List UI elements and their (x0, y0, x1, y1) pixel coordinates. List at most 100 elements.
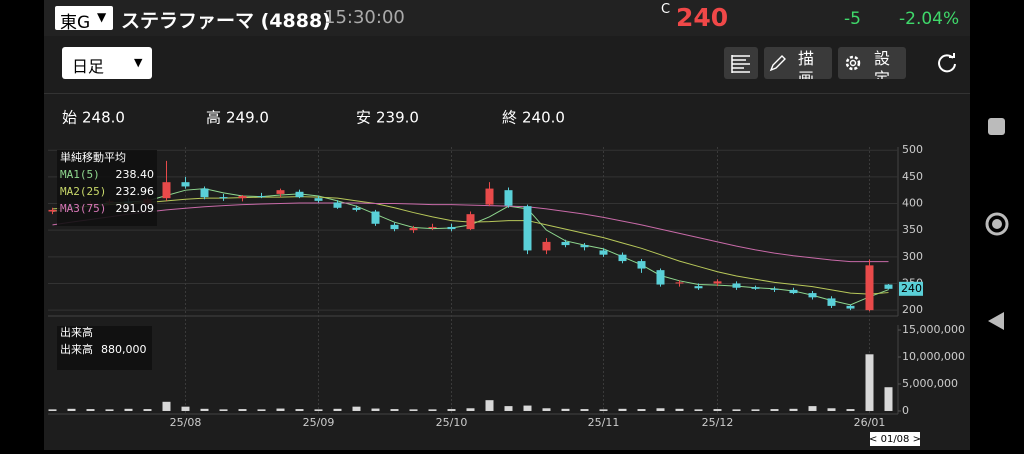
market-select[interactable]: 東G ▼ (55, 6, 113, 33)
volume-bar (333, 408, 342, 411)
list-button[interactable] (724, 47, 758, 79)
header-bar (44, 0, 970, 36)
nav-bar (970, 0, 1024, 450)
gear-icon (845, 55, 861, 71)
volume-bar (181, 406, 190, 411)
candle-body (637, 261, 646, 269)
home-button[interactable] (985, 212, 1009, 236)
volume-bar (105, 409, 114, 411)
volume-bar (846, 409, 855, 411)
app: 東G ▼ ステラファーマ (4888) 15:30:00 C 240 -5 -2… (44, 0, 970, 450)
candle-body (333, 202, 342, 208)
market: 東G (60, 13, 91, 33)
home-dot (992, 219, 1002, 229)
ma-value: 238.40 (116, 168, 155, 181)
dropdown-arrow: ▼ (134, 56, 143, 69)
period-select[interactable]: 日足 ▼ (62, 47, 152, 79)
candle-body (732, 283, 741, 288)
ma-name: MA1(5) (60, 168, 100, 181)
candle-body (447, 226, 456, 230)
candle-body (409, 228, 418, 231)
candle-body (884, 284, 893, 289)
volume-bar (827, 408, 836, 411)
y-tick-label: 5,000,000 (902, 377, 958, 390)
volume-bar (504, 406, 513, 411)
candle-body (656, 270, 665, 285)
volume-bar (789, 408, 798, 411)
candle-body (295, 191, 304, 198)
volume-bar (884, 387, 893, 411)
volume-bar (713, 409, 722, 411)
volume-bar (485, 400, 494, 411)
y-tick-label: 200 (902, 303, 923, 316)
volume-name: 出来高 (60, 342, 93, 356)
ma-line (52, 202, 889, 263)
candle-body (162, 182, 171, 199)
candle-body (713, 281, 722, 284)
ma-name: MA2(25) (60, 185, 106, 198)
x-tick-label: 25/10 (436, 416, 468, 429)
draw-label: 描画 (798, 49, 815, 79)
nav-icons (985, 118, 1009, 330)
candle-body (618, 254, 627, 262)
candle-body (561, 241, 570, 246)
settings-label: 設定 (874, 49, 891, 79)
volume-bar (466, 408, 475, 411)
volume-bar (314, 409, 323, 411)
volume-bar (86, 409, 95, 411)
volume-bar (143, 409, 152, 411)
cursor-box (870, 432, 920, 446)
volume-bar (390, 409, 399, 411)
volume-bar (561, 408, 570, 411)
chart: 始248.0高249.0安239.0終240.02002503003504004… (48, 109, 965, 446)
period: 日足 (72, 57, 105, 76)
price-tag: 240 (901, 282, 922, 295)
x-tick-label: 25/08 (170, 416, 202, 429)
volume-bar (675, 408, 684, 411)
candle-body (504, 190, 513, 206)
volume-bar (542, 408, 551, 411)
volume-bar (295, 409, 304, 411)
volume-bar (124, 408, 133, 411)
refresh-button[interactable] (936, 52, 958, 74)
volume-bar (409, 409, 418, 411)
ohlc-label: 安 (356, 109, 371, 127)
candle-body (523, 206, 532, 251)
volume-bar (352, 406, 361, 411)
y-tick-label: 400 (902, 197, 923, 210)
volume-bar (751, 409, 760, 411)
candle-body (770, 288, 779, 290)
ma-value: 291.09 (116, 202, 155, 215)
draw-button[interactable]: 描画 (764, 47, 832, 79)
x-tick-label: 25/09 (303, 416, 335, 429)
dropdown-arrow: ▼ (97, 10, 107, 24)
volume-bar (618, 408, 627, 411)
candle-body (827, 298, 836, 306)
y-tick-label: 15,000,000 (902, 323, 965, 336)
ma-line (52, 188, 889, 306)
volume-bar (219, 409, 228, 411)
candle-body (789, 289, 798, 294)
cursor-label: < 01/08 > (869, 434, 921, 445)
ohlc-value: 248.0 (82, 109, 125, 127)
candle-body (352, 207, 361, 210)
volume-bar (580, 409, 589, 411)
candle-body (200, 188, 209, 198)
stock-name: ステラファーマ (4888) (121, 10, 331, 32)
y-tick-label: 0 (902, 404, 909, 417)
volume-bar (276, 408, 285, 411)
volume-bar (67, 408, 76, 411)
candle-body (48, 209, 57, 212)
back-button[interactable] (988, 312, 1004, 330)
divider (44, 93, 970, 94)
ohlc-value: 239.0 (376, 109, 419, 127)
candle-body (580, 245, 589, 248)
candle-body (846, 305, 855, 309)
recent-button[interactable] (988, 118, 1005, 135)
settings-button[interactable]: 設定 (838, 47, 906, 79)
volume-bar (200, 408, 209, 411)
y-tick-label: 350 (902, 223, 923, 236)
time: 15:30:00 (324, 7, 405, 28)
candle-body (390, 224, 399, 230)
list-icon (731, 55, 750, 73)
